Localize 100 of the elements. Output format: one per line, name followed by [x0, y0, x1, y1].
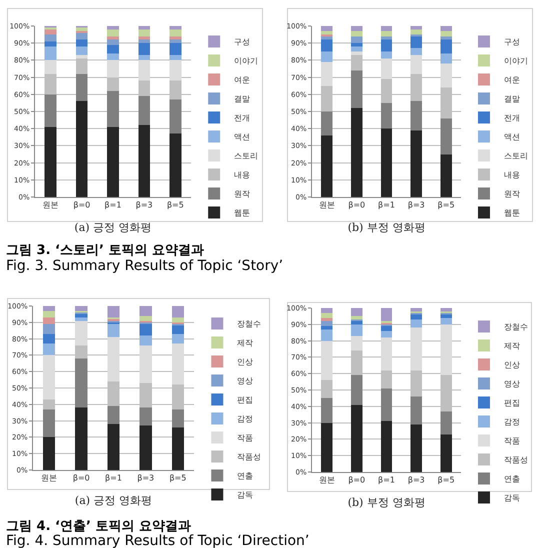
- bar: [440, 53, 452, 64]
- bar: [44, 29, 57, 35]
- bar: [410, 396, 422, 424]
- legend-label: 웹툰: [234, 208, 250, 218]
- bar: [351, 316, 362, 320]
- x-tick-label: 원본: [318, 200, 335, 210]
- bar: [172, 344, 184, 385]
- bar: [138, 60, 150, 81]
- legend-label: 편집: [237, 396, 254, 405]
- bar: [380, 326, 392, 331]
- bar: [172, 409, 184, 428]
- bar: [351, 26, 362, 32]
- bar: [321, 422, 333, 472]
- x-axis-title: (b) 부정 영화평: [348, 220, 426, 234]
- bar: [351, 43, 362, 47]
- legend-label: 영상: [504, 380, 520, 389]
- bar: [140, 324, 152, 336]
- legend-label: 스토리: [504, 152, 528, 161]
- bar: [351, 375, 362, 405]
- bar: [321, 321, 333, 326]
- bar: [44, 94, 57, 127]
- bar: [410, 26, 422, 30]
- bar: [107, 126, 119, 197]
- bar: [107, 337, 120, 382]
- bar: [76, 40, 88, 47]
- legend-label: 여운: [234, 76, 250, 85]
- bar: [410, 55, 422, 74]
- bar: [321, 26, 333, 32]
- legend-label: 작품성: [504, 456, 528, 465]
- bar: [321, 31, 333, 35]
- caption: Fig. 4. Summary Results of Topic ‘Direction’: [6, 533, 310, 548]
- bar: [321, 398, 333, 423]
- bar: [140, 306, 152, 316]
- x-tick-label: β=3: [137, 474, 154, 483]
- bar: [76, 74, 88, 102]
- bar: [42, 317, 56, 324]
- bar: [140, 336, 152, 346]
- bar: [380, 31, 392, 36]
- bar: [138, 29, 150, 36]
- bar: [172, 334, 184, 344]
- legend-label: 스토리: [234, 152, 258, 161]
- legend-label: 결말: [234, 94, 250, 104]
- bar: [44, 46, 57, 60]
- bar: [42, 355, 56, 400]
- legend-label: 인상: [237, 358, 254, 367]
- bar: [172, 306, 184, 318]
- legend-label: 영상: [237, 376, 254, 386]
- bar: [107, 60, 119, 78]
- bar: [107, 90, 119, 127]
- bar: [107, 406, 120, 424]
- bar: [107, 29, 119, 36]
- bar: [351, 52, 362, 56]
- bar: [75, 358, 88, 408]
- bar: [140, 426, 152, 470]
- bar: [351, 308, 362, 316]
- legend-label: 작품: [504, 436, 520, 446]
- legend-label: 제작: [504, 342, 520, 351]
- bar: [76, 46, 88, 56]
- x-tick-label: β=3: [408, 200, 425, 210]
- bar: [351, 70, 362, 108]
- x-tick-label: β=1: [105, 474, 122, 483]
- legend-label: 내용: [504, 170, 520, 180]
- legend-label: 감독: [504, 494, 520, 503]
- bar: [42, 310, 56, 318]
- x-tick-label: β=1: [104, 200, 122, 210]
- bar: [172, 427, 184, 470]
- bar: [351, 321, 362, 324]
- bar: [410, 308, 422, 312]
- x-tick-label: β=0: [72, 474, 90, 483]
- bar: [321, 112, 333, 136]
- legend-label: 내용: [234, 170, 250, 180]
- bar: [440, 434, 452, 472]
- bar: [169, 55, 182, 60]
- bar: [76, 28, 88, 32]
- bar: [410, 130, 422, 197]
- bar: [410, 424, 422, 472]
- x-tick-label: 원본: [318, 476, 335, 485]
- bar: [76, 101, 88, 197]
- bar: [107, 40, 119, 45]
- bar: [410, 48, 422, 56]
- legend-label: 전개: [504, 114, 520, 123]
- x-tick-label: β=1: [378, 476, 395, 485]
- bar: [44, 126, 57, 197]
- bar: [440, 154, 452, 197]
- bar: [76, 55, 88, 58]
- bar: [107, 26, 119, 30]
- bar: [172, 326, 184, 334]
- bar: [42, 409, 56, 438]
- bar: [140, 345, 152, 384]
- bar: [44, 60, 57, 74]
- bar: [351, 404, 362, 472]
- bar: [138, 96, 150, 126]
- x-tick-label: β=5: [166, 200, 184, 210]
- bar: [107, 424, 120, 470]
- bar: [75, 317, 88, 321]
- legend-label: 연출: [504, 474, 520, 484]
- bar: [380, 40, 392, 52]
- legend-label: 여운: [504, 76, 520, 85]
- caption: 그림 3. ‘스토리’ 토픽의 요약결과: [6, 242, 204, 259]
- x-tick-label: β=0: [348, 476, 366, 485]
